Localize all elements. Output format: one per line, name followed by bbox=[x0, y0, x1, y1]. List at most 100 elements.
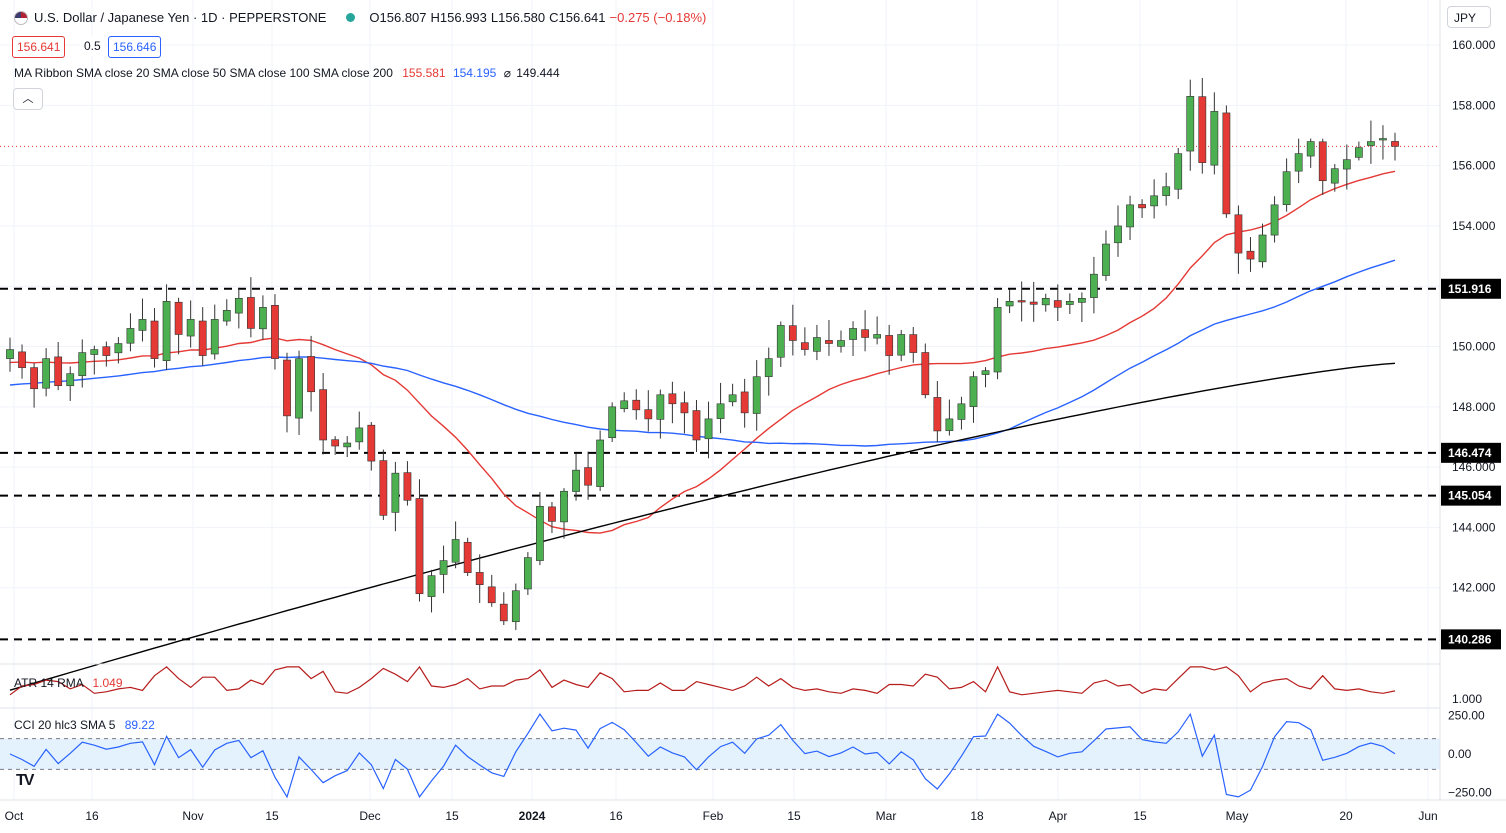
market-status-icon bbox=[346, 13, 356, 22]
candle-body bbox=[1294, 153, 1303, 172]
candle-body bbox=[933, 397, 942, 432]
cci-label: CCI 20 hlc3 SMA 5 bbox=[14, 718, 116, 732]
candle-body bbox=[1354, 147, 1363, 158]
candle-body bbox=[909, 334, 918, 353]
candle-body bbox=[186, 319, 195, 337]
candle-body bbox=[1391, 141, 1399, 147]
cci-tick-label: 250.00 bbox=[1448, 709, 1485, 723]
atr-line bbox=[9, 665, 1396, 696]
candle-body bbox=[1282, 171, 1291, 206]
candle-body bbox=[921, 352, 930, 396]
candle-body bbox=[511, 590, 520, 623]
candle-body bbox=[259, 307, 267, 330]
candle-body bbox=[897, 334, 906, 356]
time-tick-label: 16 bbox=[85, 809, 99, 823]
candle-body bbox=[295, 358, 303, 419]
candle-body bbox=[198, 320, 207, 356]
candle-body bbox=[1379, 138, 1387, 141]
ma-empty-icon: ⌀ bbox=[503, 66, 511, 80]
candle-body bbox=[1222, 112, 1231, 215]
level-label-bg bbox=[1441, 485, 1501, 506]
symbol-title[interactable]: U.S. Dollar / Japanese Yen · 1D · PEPPER… bbox=[34, 10, 327, 25]
candle-body bbox=[114, 343, 123, 354]
cci-line bbox=[9, 712, 1396, 799]
price-tick-label: 150.000 bbox=[1452, 340, 1496, 354]
time-tick-label: Oct bbox=[5, 809, 24, 823]
candle-body bbox=[1186, 96, 1195, 152]
candle-body bbox=[319, 389, 328, 441]
price-tick-label: 146.000 bbox=[1452, 460, 1496, 474]
candle-body bbox=[138, 319, 147, 331]
candle-body bbox=[861, 329, 869, 338]
price-axis[interactable]: 142.000144.000146.000148.000150.000152.0… bbox=[1439, 0, 1506, 800]
currency-selector[interactable]: JPY bbox=[1447, 6, 1491, 28]
time-tick-label: 18 bbox=[970, 809, 984, 823]
candle-body bbox=[391, 472, 400, 513]
candle-body bbox=[355, 427, 364, 443]
candle-body bbox=[1041, 298, 1050, 306]
time-tick-label: 2024 bbox=[519, 809, 546, 823]
candle-body bbox=[1270, 204, 1279, 236]
candle-body bbox=[1029, 301, 1038, 305]
price-tick-label: 144.000 bbox=[1452, 520, 1496, 534]
candle-body bbox=[692, 410, 701, 441]
candle-body bbox=[222, 310, 231, 322]
flag-icon bbox=[14, 10, 28, 25]
candle-body bbox=[1005, 301, 1014, 307]
grid bbox=[0, 0, 1440, 800]
price-tick-label: 160.000 bbox=[1452, 38, 1496, 52]
symbol-header[interactable]: U.S. Dollar / Japanese Yen · 1D · PEPPER… bbox=[14, 10, 710, 25]
time-tick-label: 15 bbox=[1133, 809, 1147, 823]
candle-body bbox=[307, 356, 315, 393]
sell-button[interactable]: 156.641 bbox=[12, 36, 66, 58]
candle-body bbox=[825, 340, 833, 344]
candle-body bbox=[379, 460, 388, 516]
time-tick-label: Dec bbox=[359, 809, 380, 823]
candle-body bbox=[331, 439, 340, 447]
time-tick-label: Feb bbox=[703, 809, 724, 823]
candle-body bbox=[234, 298, 243, 314]
candle-body bbox=[1198, 96, 1207, 163]
atr-tick-label: 1.000 bbox=[1452, 692, 1482, 706]
cci-tick-label: 0.00 bbox=[1448, 747, 1472, 761]
candle-body bbox=[945, 418, 954, 431]
support-resistance-lines bbox=[0, 145, 1440, 641]
ma20-value: 155.581 bbox=[402, 66, 446, 80]
sma50-line bbox=[9, 259, 1396, 447]
candle-body bbox=[1138, 204, 1146, 209]
candle-body bbox=[776, 325, 785, 358]
candle-body bbox=[78, 352, 87, 377]
time-tick-label: 15 bbox=[787, 809, 801, 823]
candle-body bbox=[403, 472, 412, 501]
candle-body bbox=[439, 560, 448, 575]
candlesticks[interactable] bbox=[6, 77, 1399, 631]
candle-body bbox=[30, 367, 38, 390]
level-label: 145.054 bbox=[1448, 489, 1492, 503]
candle-body bbox=[283, 359, 291, 417]
candle-body bbox=[632, 399, 641, 411]
level-label-bg bbox=[1441, 278, 1501, 299]
candle-body bbox=[680, 402, 689, 414]
candle-body bbox=[18, 351, 26, 368]
candle-body bbox=[174, 301, 183, 335]
candle-body bbox=[656, 394, 665, 420]
ma-ribbon-legend[interactable]: MA Ribbon SMA close 20 SMA close 50 SMA … bbox=[14, 66, 560, 80]
buy-button[interactable]: 156.646 bbox=[108, 36, 162, 58]
price-tick-label: 148.000 bbox=[1452, 400, 1496, 414]
candle-body bbox=[1210, 111, 1219, 166]
time-tick-label: May bbox=[1226, 809, 1249, 823]
cci-legend[interactable]: CCI 20 hlc3 SMA 5 89.22 bbox=[14, 718, 155, 732]
candle-body bbox=[704, 418, 713, 440]
tradingview-logo[interactable]: TV bbox=[16, 772, 35, 789]
level-label: 151.916 bbox=[1448, 282, 1492, 296]
candle-body bbox=[813, 337, 821, 352]
time-axis[interactable]: Oct 16 Nov 15 Dec 15 2024 16 Feb 15 Mar 18 Apr 15 May 2… bbox=[0, 799, 1506, 833]
time-tick-label: Jun bbox=[1418, 809, 1437, 823]
time-tick-label: 20 bbox=[1339, 809, 1353, 823]
collapse-legend-button[interactable]: ︿ bbox=[13, 88, 43, 110]
atr-legend[interactable]: ATR 14 RMA 1.049 bbox=[14, 676, 123, 690]
ma-ribbon-label: MA Ribbon SMA close 20 SMA close 50 SMA … bbox=[14, 66, 393, 80]
candle-body bbox=[1234, 214, 1243, 254]
candle-body bbox=[150, 320, 159, 359]
